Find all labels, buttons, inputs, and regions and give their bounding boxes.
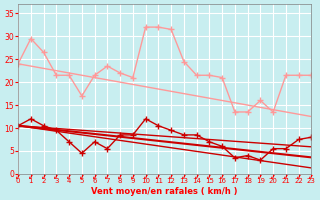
X-axis label: Vent moyen/en rafales ( km/h ): Vent moyen/en rafales ( km/h ) — [92, 187, 238, 196]
